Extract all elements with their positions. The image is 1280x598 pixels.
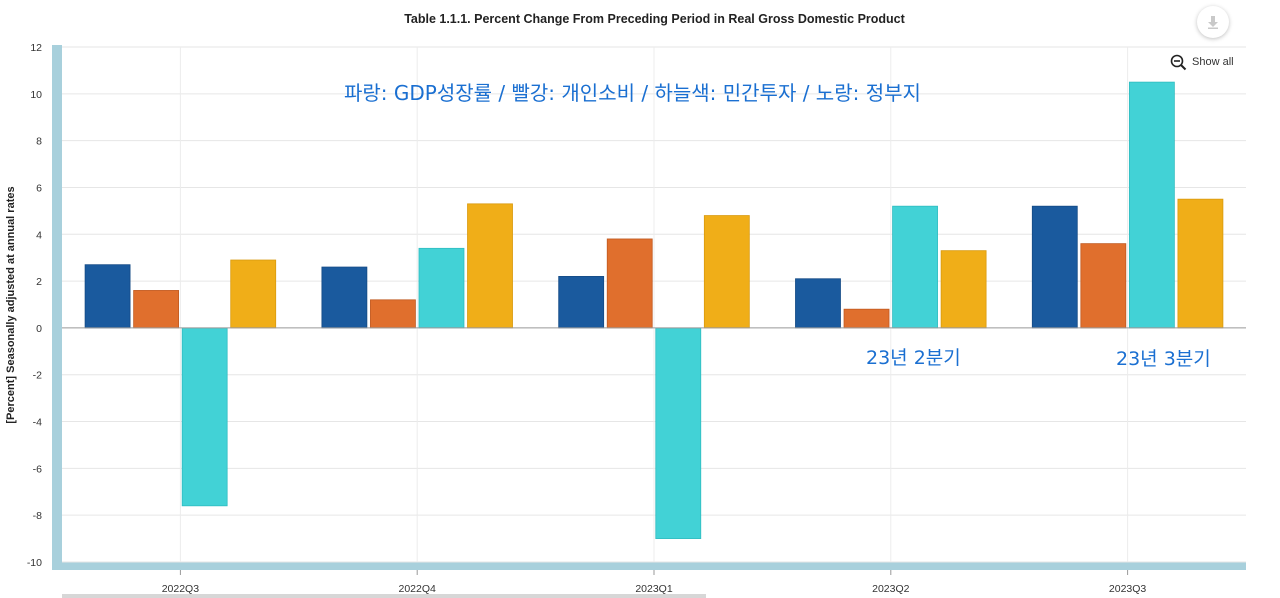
x-tick-label: 2022Q4 xyxy=(399,583,437,595)
y-tick-label: -2 xyxy=(33,370,42,382)
y-tick-label: -6 xyxy=(33,463,42,475)
bar-2023q1-series-3 xyxy=(655,327,702,539)
annotation-2023q2: 23년 2분기 xyxy=(866,347,961,369)
bar-2022q4-series-4 xyxy=(467,203,513,329)
y-tick-label: 10 xyxy=(30,89,42,101)
y-tick-label: 2 xyxy=(36,276,42,288)
bar-2022q3-series-2 xyxy=(133,290,180,329)
bar-2023q3-series-3 xyxy=(1128,81,1175,329)
bar-2023q3-series-4 xyxy=(1177,198,1224,329)
bar-2023q2-series-3 xyxy=(892,205,938,329)
y-tick-label: 12 xyxy=(30,42,42,54)
x-tick-label: 2023Q1 xyxy=(635,583,673,595)
bar-2022q3-series-1 xyxy=(84,264,131,329)
y-tick-label: 8 xyxy=(36,136,42,148)
bar-2023q1-series-2 xyxy=(606,238,653,329)
bar-2023q1-series-4 xyxy=(703,215,750,329)
y-tick-label: 0 xyxy=(36,323,42,335)
x-tick-label: 2023Q3 xyxy=(1109,583,1147,595)
page-scrollbar[interactable] xyxy=(62,594,706,598)
y-tick-label: 4 xyxy=(36,229,42,241)
bar-2023q3-series-1 xyxy=(1031,205,1078,329)
x-tick-label: 2023Q2 xyxy=(872,583,910,595)
bar-2023q2-series-4 xyxy=(940,250,987,329)
bar-2022q4-series-2 xyxy=(370,299,416,329)
y-tick-label: -4 xyxy=(33,417,42,429)
chart-title: Table 1.1.1. Percent Change From Precedi… xyxy=(404,12,905,26)
bar-2022q3-series-3 xyxy=(181,327,228,507)
show-all-label: Show all xyxy=(1192,56,1234,68)
y-scrollbar[interactable] xyxy=(52,45,62,570)
bar-2023q3-series-2 xyxy=(1080,243,1127,329)
x-scrollbar[interactable] xyxy=(52,562,1246,570)
legend-annotation: 파랑: GDP성장률 / 빨강: 개인소비 / 하늘색: 민간투자 / 노랑: … xyxy=(344,81,921,105)
bar-2023q2-series-1 xyxy=(795,278,841,329)
show-all-button[interactable]: Show all xyxy=(1170,53,1234,71)
y-tick-label: -8 xyxy=(33,510,42,522)
bar-2022q4-series-3 xyxy=(418,247,465,329)
bar-2023q2-series-2 xyxy=(843,308,890,329)
bar-2022q4-series-1 xyxy=(321,266,368,329)
annotation-2023q3: 23년 3분기 xyxy=(1116,348,1211,370)
download-icon xyxy=(1208,16,1218,29)
y-tick-label: 6 xyxy=(36,182,42,194)
download-button[interactable] xyxy=(1197,6,1229,38)
y-tick-label: -10 xyxy=(27,557,42,569)
zoom-out-icon xyxy=(1170,54,1187,70)
x-tick-label: 2022Q3 xyxy=(162,583,200,595)
bar-2022q3-series-4 xyxy=(230,259,277,329)
bar-2023q1-series-1 xyxy=(558,276,605,329)
